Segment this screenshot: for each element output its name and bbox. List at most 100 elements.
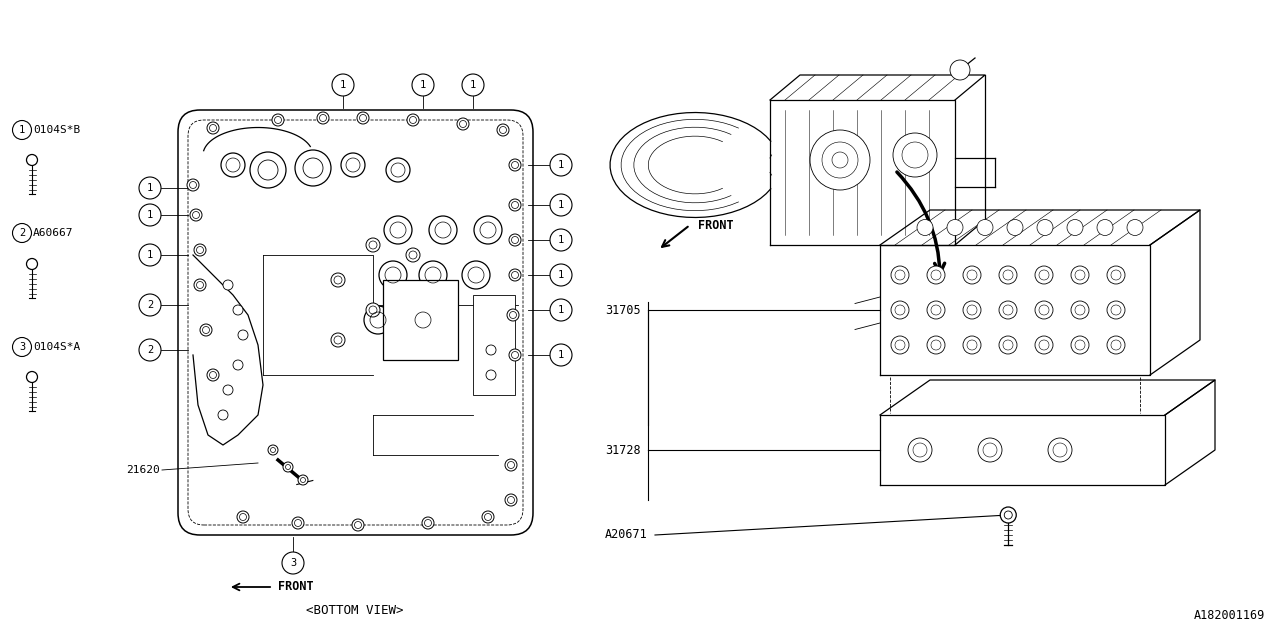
Circle shape xyxy=(238,330,248,340)
Text: 1: 1 xyxy=(558,160,564,170)
Circle shape xyxy=(550,264,572,286)
Circle shape xyxy=(462,74,484,96)
Text: 3: 3 xyxy=(289,558,296,568)
Text: 1: 1 xyxy=(147,183,154,193)
Circle shape xyxy=(506,494,517,506)
Circle shape xyxy=(550,154,572,176)
Text: 1: 1 xyxy=(19,125,26,135)
Circle shape xyxy=(1037,220,1053,236)
Circle shape xyxy=(1048,438,1073,462)
Circle shape xyxy=(462,261,490,289)
Circle shape xyxy=(223,385,233,395)
Circle shape xyxy=(189,209,202,221)
Circle shape xyxy=(1107,301,1125,319)
Circle shape xyxy=(950,60,970,80)
Circle shape xyxy=(273,114,284,126)
Circle shape xyxy=(419,261,447,289)
Circle shape xyxy=(497,124,509,136)
Circle shape xyxy=(1071,336,1089,354)
Text: FRONT: FRONT xyxy=(278,580,314,593)
Circle shape xyxy=(509,349,521,361)
Circle shape xyxy=(1071,266,1089,284)
Circle shape xyxy=(977,220,993,236)
Circle shape xyxy=(927,266,945,284)
Circle shape xyxy=(927,336,945,354)
Circle shape xyxy=(998,336,1018,354)
Circle shape xyxy=(507,309,518,321)
Text: FRONT: FRONT xyxy=(698,218,733,232)
Circle shape xyxy=(412,74,434,96)
Bar xyxy=(474,295,515,395)
Circle shape xyxy=(340,153,365,177)
Text: 1: 1 xyxy=(558,350,564,360)
Circle shape xyxy=(140,244,161,266)
Text: 0104S*A: 0104S*A xyxy=(33,342,81,352)
Circle shape xyxy=(410,306,436,334)
Circle shape xyxy=(927,301,945,319)
Circle shape xyxy=(963,336,980,354)
Circle shape xyxy=(13,337,32,356)
Circle shape xyxy=(233,360,243,370)
Circle shape xyxy=(963,266,980,284)
Circle shape xyxy=(908,438,932,462)
Circle shape xyxy=(407,114,419,126)
Circle shape xyxy=(366,303,380,317)
Text: 2: 2 xyxy=(147,300,154,310)
Circle shape xyxy=(317,112,329,124)
Circle shape xyxy=(998,301,1018,319)
Text: <BOTTOM VIEW>: <BOTTOM VIEW> xyxy=(306,605,403,618)
Circle shape xyxy=(550,299,572,321)
Circle shape xyxy=(891,266,909,284)
Text: 1: 1 xyxy=(558,305,564,315)
Circle shape xyxy=(207,122,219,134)
Circle shape xyxy=(947,220,963,236)
Text: 1: 1 xyxy=(558,235,564,245)
Circle shape xyxy=(963,301,980,319)
Circle shape xyxy=(810,130,870,190)
Circle shape xyxy=(357,112,369,124)
Circle shape xyxy=(237,511,250,523)
Circle shape xyxy=(998,266,1018,284)
Text: 1: 1 xyxy=(470,80,476,90)
Circle shape xyxy=(364,306,392,334)
Circle shape xyxy=(223,280,233,290)
Circle shape xyxy=(218,410,228,420)
FancyBboxPatch shape xyxy=(178,110,532,535)
Text: 2: 2 xyxy=(19,228,26,238)
Text: 31705: 31705 xyxy=(605,303,640,317)
Circle shape xyxy=(140,204,161,226)
Circle shape xyxy=(352,519,364,531)
Circle shape xyxy=(893,133,937,177)
Circle shape xyxy=(195,279,206,291)
Text: 2: 2 xyxy=(147,345,154,355)
Circle shape xyxy=(233,305,243,315)
Text: A20671: A20671 xyxy=(605,529,648,541)
Circle shape xyxy=(294,150,332,186)
Text: 0104S*B: 0104S*B xyxy=(33,125,81,135)
Circle shape xyxy=(1068,220,1083,236)
Text: 1: 1 xyxy=(147,250,154,260)
Circle shape xyxy=(332,74,355,96)
Circle shape xyxy=(474,216,502,244)
Circle shape xyxy=(268,445,278,455)
Circle shape xyxy=(250,152,285,188)
Circle shape xyxy=(486,370,497,380)
Circle shape xyxy=(140,294,161,316)
Circle shape xyxy=(387,158,410,182)
Circle shape xyxy=(187,179,198,191)
Circle shape xyxy=(292,517,305,529)
Circle shape xyxy=(550,194,572,216)
Circle shape xyxy=(978,438,1002,462)
Circle shape xyxy=(1000,507,1016,523)
Circle shape xyxy=(916,220,933,236)
Text: 31728: 31728 xyxy=(605,444,640,456)
Text: 1: 1 xyxy=(420,80,426,90)
Circle shape xyxy=(1107,336,1125,354)
Circle shape xyxy=(506,459,517,471)
Circle shape xyxy=(140,339,161,361)
Circle shape xyxy=(379,261,407,289)
Circle shape xyxy=(550,344,572,366)
Circle shape xyxy=(221,153,244,177)
Circle shape xyxy=(332,333,346,347)
Circle shape xyxy=(13,120,32,140)
